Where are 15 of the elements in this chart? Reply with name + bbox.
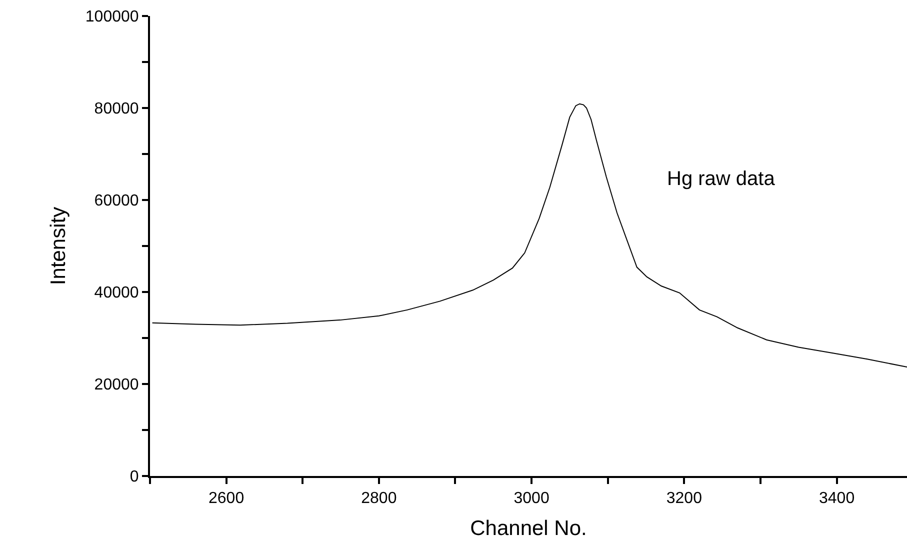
y-axis-title: Intensity [47, 206, 70, 286]
x-axis-title: Channel No. [470, 516, 587, 540]
x-tick-label: 2800 [361, 490, 397, 508]
y-tick-label: 20000 [94, 376, 139, 394]
y-tick-label: 100000 [85, 8, 139, 26]
annotation: Hg raw data [667, 168, 776, 190]
x-tick-label: 2600 [208, 490, 244, 508]
line-series [152, 103, 907, 368]
x-tick-label: 3000 [514, 490, 550, 508]
x-tick-label: 3200 [666, 490, 702, 508]
y-tick-label: 80000 [94, 100, 139, 118]
y-tick-label: 40000 [94, 284, 139, 302]
x-tick-label: 3400 [818, 490, 855, 508]
y-tick-label: 60000 [94, 192, 139, 210]
y-tick-label: 0 [130, 468, 139, 486]
